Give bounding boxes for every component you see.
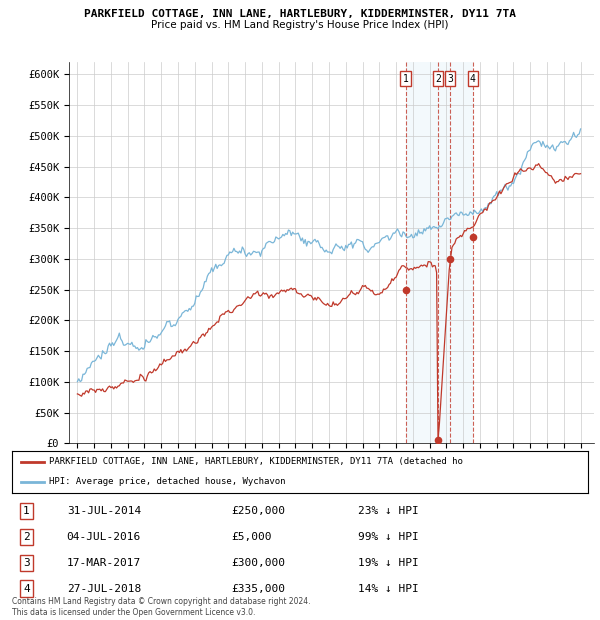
Text: 04-JUL-2016: 04-JUL-2016 [67,532,141,542]
Text: PARKFIELD COTTAGE, INN LANE, HARTLEBURY, KIDDERMINSTER, DY11 7TA (detached ho: PARKFIELD COTTAGE, INN LANE, HARTLEBURY,… [49,457,463,466]
Text: 1: 1 [23,506,30,516]
Text: 2: 2 [435,74,441,84]
Text: 4: 4 [470,74,476,84]
Text: 27-JUL-2018: 27-JUL-2018 [67,584,141,594]
Text: 23% ↓ HPI: 23% ↓ HPI [358,506,418,516]
Text: 2: 2 [23,532,30,542]
Text: 99% ↓ HPI: 99% ↓ HPI [358,532,418,542]
Text: 17-MAR-2017: 17-MAR-2017 [67,558,141,568]
Text: 19% ↓ HPI: 19% ↓ HPI [358,558,418,568]
Bar [406,62,473,443]
Text: 4: 4 [23,584,30,594]
Text: HPI: Average price, detached house, Wychavon: HPI: Average price, detached house, Wych… [49,477,286,487]
Text: 14% ↓ HPI: 14% ↓ HPI [358,584,418,594]
Text: Price paid vs. HM Land Registry's House Price Index (HPI): Price paid vs. HM Land Registry's House … [151,20,449,30]
Text: 3: 3 [23,558,30,568]
Text: PARKFIELD COTTAGE, INN LANE, HARTLEBURY, KIDDERMINSTER, DY11 7TA: PARKFIELD COTTAGE, INN LANE, HARTLEBURY,… [84,9,516,19]
Text: £335,000: £335,000 [231,584,285,594]
Text: 3: 3 [447,74,453,84]
Text: 1: 1 [403,74,409,84]
Text: 31-JUL-2014: 31-JUL-2014 [67,506,141,516]
Text: £250,000: £250,000 [231,506,285,516]
Text: £300,000: £300,000 [231,558,285,568]
Text: Contains HM Land Registry data © Crown copyright and database right 2024.
This d: Contains HM Land Registry data © Crown c… [12,598,311,617]
Text: £5,000: £5,000 [231,532,271,542]
